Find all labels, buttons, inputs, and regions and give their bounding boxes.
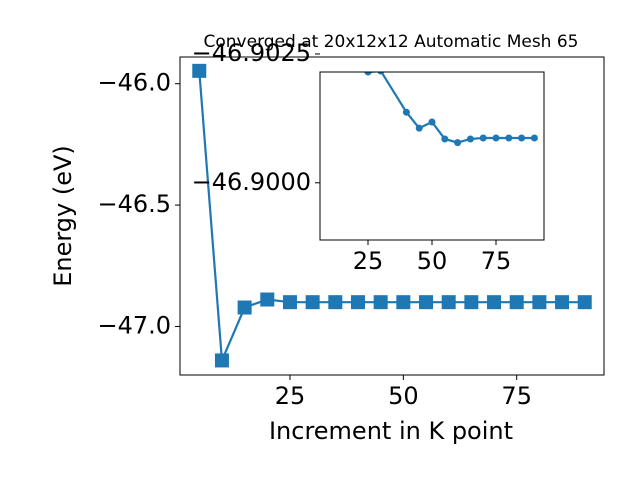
marker [214,353,229,368]
marker [577,295,592,310]
marker [373,295,388,310]
marker [454,139,462,147]
marker [428,118,436,126]
x-tick-label: 75 [501,382,532,410]
plot-area [192,63,592,368]
marker [192,63,207,78]
x-tick-label: 25 [353,247,384,275]
marker [464,295,479,310]
marker [487,295,502,310]
marker [328,295,343,310]
marker [377,72,385,75]
y-tick-label: −46.0 [97,69,171,97]
marker [237,300,252,315]
marker [441,295,456,310]
marker [509,295,524,310]
x-axis-label: Increment in K point [269,417,513,445]
axes-frame [179,56,605,376]
marker [530,134,538,142]
chart-title: Converged at 20x12x12 Automatic Mesh 65 [204,32,579,52]
x-tick-label: 25 [275,382,306,410]
marker [419,295,434,310]
marker [260,292,275,307]
x-tick-label: 50 [388,382,419,410]
axes-background [320,72,544,240]
marker [479,134,487,142]
x-tick-label: 50 [417,247,448,275]
marker [532,295,547,310]
marker [305,295,320,310]
plot-area [364,72,538,147]
axes-frame [319,71,545,241]
marker [282,295,297,310]
marker [402,108,410,116]
marker [364,72,372,76]
marker [505,134,513,142]
marker [396,295,411,310]
y-tick-label: −46.5 [97,190,171,218]
marker [441,135,449,143]
y-tick-label: −47.0 [97,311,171,339]
marker [492,134,500,142]
y-tick-label: −46.9000 [192,168,311,196]
marker [350,295,365,310]
marker [415,124,423,132]
x-tick-label: 75 [481,247,512,275]
y-axis-label: Energy (eV) [49,145,77,287]
marker [466,135,474,143]
marker [518,134,526,142]
marker [555,295,570,310]
y-tick-label: −46.9025 [192,39,311,67]
